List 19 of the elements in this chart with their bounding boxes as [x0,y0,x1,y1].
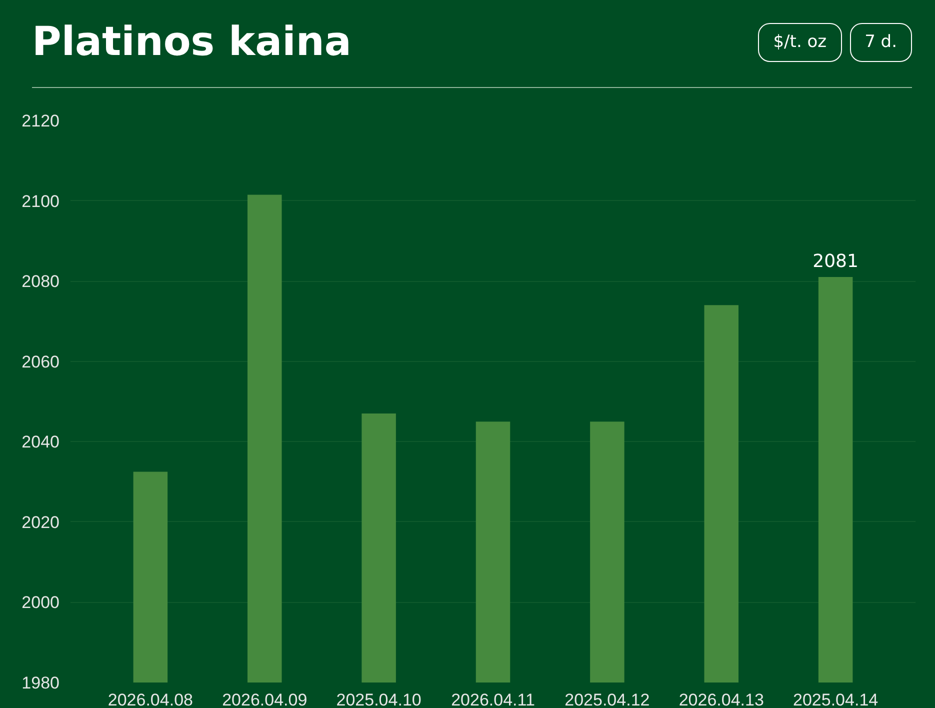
y-tick-label: 2020 [22,512,60,532]
x-tick-label: 2025.04.12 [564,690,650,708]
x-tick-label: 2026.04.08 [108,690,193,708]
text: 7 d. [850,23,912,62]
x-tick-label: 2026.04.09 [222,690,308,708]
text: $/t. oz [758,23,842,62]
y-tick-label: 2040 [22,432,60,452]
y-tick-label: 2120 [22,112,60,130]
y-tick-label: 2060 [22,352,60,372]
data-label: 2081 [812,251,858,272]
y-tick-label: 1980 [22,674,60,692]
x-tick-label: 2025.04.10 [336,690,422,708]
y-tick-label: 2100 [22,192,60,211]
y-tick-label: 2080 [22,272,60,292]
chart-title: Platinos kaina [32,18,352,67]
x-tick-label: 2026.04.13 [678,690,764,708]
x-tick-label: 2026.04.11 [451,690,535,708]
y-tick-label: 2000 [22,593,60,612]
x-tick-label: 2025.04.14 [793,690,878,708]
